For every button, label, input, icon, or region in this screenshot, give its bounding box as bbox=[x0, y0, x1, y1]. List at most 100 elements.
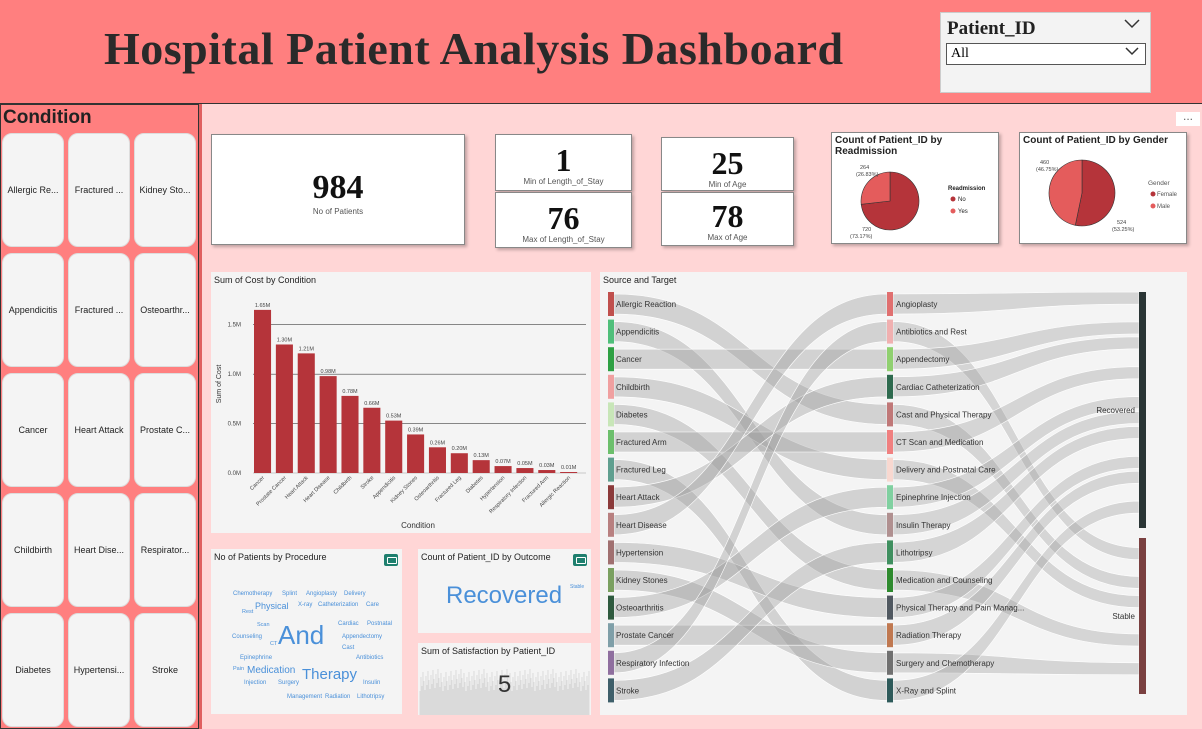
condition-button[interactable]: Allergic Re... bbox=[2, 133, 64, 247]
wordcloud-word[interactable]: Postnatal bbox=[367, 621, 393, 627]
pie-slice[interactable] bbox=[1048, 159, 1083, 226]
wordcloud-word[interactable]: Cardiac bbox=[338, 621, 359, 627]
sankey-source-node[interactable] bbox=[608, 623, 614, 648]
patient-id-slicer[interactable]: Patient_ID All bbox=[940, 12, 1151, 93]
condition-button[interactable]: Heart Dise... bbox=[68, 493, 130, 607]
pie-slice[interactable] bbox=[1074, 159, 1116, 227]
legend-item-no[interactable]: No bbox=[958, 197, 966, 203]
sankey-procedure-node[interactable] bbox=[887, 540, 893, 565]
bar[interactable] bbox=[297, 353, 315, 473]
condition-button[interactable]: Hypertensi... bbox=[68, 613, 130, 727]
wordcloud-word[interactable]: Physical bbox=[255, 601, 289, 611]
sankey-source-node[interactable] bbox=[608, 512, 614, 537]
wordcloud-word[interactable]: Catheterization bbox=[318, 602, 359, 608]
wordcloud-word[interactable]: Chemotherapy bbox=[233, 591, 273, 597]
wordcloud-word[interactable]: Surgery bbox=[278, 680, 300, 686]
wordcloud-word[interactable]: And bbox=[278, 620, 325, 650]
chevron-down-icon[interactable] bbox=[1124, 19, 1140, 29]
bar[interactable] bbox=[254, 309, 272, 473]
wordcloud-word[interactable]: CT bbox=[270, 641, 278, 647]
legend-item-male[interactable]: Male bbox=[1157, 204, 1171, 210]
bar[interactable] bbox=[319, 376, 337, 473]
sankey-outcome-node[interactable] bbox=[1139, 292, 1146, 528]
sankey-source-node[interactable] bbox=[608, 319, 614, 344]
sankey-procedure-node[interactable] bbox=[887, 402, 893, 427]
sankey-procedure-node[interactable] bbox=[887, 457, 893, 482]
sankey-procedure-node[interactable] bbox=[887, 595, 893, 620]
bar[interactable] bbox=[363, 407, 381, 473]
sankey-source-node[interactable] bbox=[608, 485, 614, 510]
wordcloud-word[interactable]: Lithotripsy bbox=[357, 694, 385, 700]
condition-button[interactable]: Fractured ... bbox=[68, 253, 130, 367]
bar[interactable] bbox=[494, 466, 512, 473]
outcome-word-recovered[interactable]: Recovered bbox=[446, 582, 563, 609]
wordcloud-word[interactable]: Radiation bbox=[325, 694, 351, 700]
wordcloud-word[interactable]: Insulin bbox=[363, 680, 381, 686]
sankey-source-node[interactable] bbox=[608, 457, 614, 482]
condition-button[interactable]: Fractured ... bbox=[68, 133, 130, 247]
wordcloud-word[interactable]: X-ray bbox=[298, 602, 313, 608]
wordcloud-word[interactable]: Epinephrine bbox=[240, 655, 273, 661]
sankey-procedure-node[interactable] bbox=[887, 650, 893, 675]
condition-button[interactable]: Osteoarthr... bbox=[134, 253, 196, 367]
more-options-icon[interactable]: ... bbox=[1176, 110, 1200, 126]
bar[interactable] bbox=[275, 344, 293, 473]
sankey-source-node[interactable] bbox=[608, 678, 614, 703]
visual-icon[interactable] bbox=[384, 554, 398, 566]
condition-button[interactable]: Heart Attack bbox=[68, 373, 130, 487]
sankey-procedure-node[interactable] bbox=[887, 347, 893, 372]
wordcloud-word[interactable]: Counseling bbox=[232, 634, 263, 640]
sankey-procedure-node[interactable] bbox=[887, 485, 893, 510]
sankey-procedure-node[interactable] bbox=[887, 512, 893, 537]
sankey-procedure-node[interactable] bbox=[887, 430, 893, 454]
wordcloud-word[interactable]: Antibiotics bbox=[356, 655, 384, 661]
wordcloud-word[interactable]: Management bbox=[287, 694, 323, 700]
wordcloud-word[interactable]: Splint bbox=[282, 591, 298, 597]
wordcloud-word[interactable]: Scan bbox=[257, 622, 270, 628]
wordcloud-word[interactable]: Medication bbox=[247, 665, 296, 676]
outcome-word-stable[interactable]: Stable bbox=[570, 584, 585, 590]
bar[interactable] bbox=[516, 468, 534, 473]
condition-button[interactable]: Kidney Sto... bbox=[134, 133, 196, 247]
sankey-source-node[interactable] bbox=[608, 540, 614, 565]
sankey-source-node[interactable] bbox=[608, 430, 614, 454]
readmission-pie[interactable]: 264 (26.83%) 720 (73.17%) Readmission No… bbox=[832, 133, 1000, 245]
sankey-link[interactable] bbox=[892, 470, 1140, 646]
sankey-source-node[interactable] bbox=[608, 292, 614, 316]
sankey-procedure-node[interactable] bbox=[887, 374, 893, 399]
wordcloud-word[interactable]: Delivery bbox=[344, 591, 366, 597]
wordcloud-word[interactable]: Care bbox=[366, 602, 380, 608]
slicer-dropdown[interactable]: All bbox=[946, 43, 1146, 65]
sankey-procedure-node[interactable] bbox=[887, 292, 893, 316]
condition-button[interactable]: Childbirth bbox=[2, 493, 64, 607]
sankey-procedure-node[interactable] bbox=[887, 568, 893, 592]
condition-button[interactable]: Stroke bbox=[134, 613, 196, 727]
bar[interactable] bbox=[560, 472, 578, 473]
bar[interactable] bbox=[407, 434, 425, 473]
bar[interactable] bbox=[538, 470, 556, 473]
wordcloud-word[interactable]: Pain bbox=[233, 666, 245, 672]
sankey-source-node[interactable] bbox=[608, 595, 614, 620]
legend-item-yes[interactable]: Yes bbox=[958, 209, 968, 215]
bar[interactable] bbox=[385, 420, 403, 473]
sankey-source-node[interactable] bbox=[608, 568, 614, 592]
condition-button[interactable]: Respirator... bbox=[134, 493, 196, 607]
bar[interactable] bbox=[428, 447, 446, 473]
gender-pie[interactable]: 460 (46.75%) 524 (53.25%) Gender Female … bbox=[1020, 133, 1188, 245]
visual-icon[interactable] bbox=[573, 554, 587, 566]
pie-slice[interactable] bbox=[860, 171, 891, 205]
condition-button[interactable]: Appendicitis bbox=[2, 253, 64, 367]
wordcloud-word[interactable]: Angioplasty bbox=[306, 591, 338, 597]
sankey-source-node[interactable] bbox=[608, 402, 614, 427]
wordcloud-word[interactable]: Therapy bbox=[302, 666, 358, 683]
wordcloud-word[interactable]: Cast bbox=[342, 645, 355, 651]
condition-button[interactable]: Prostate C... bbox=[134, 373, 196, 487]
sankey-outcome-node[interactable] bbox=[1139, 538, 1146, 694]
wordcloud[interactable]: Chemotherapy Splint Angioplasty Delivery Res… bbox=[211, 549, 402, 714]
bar[interactable] bbox=[450, 453, 468, 473]
wordcloud-word[interactable]: Rest bbox=[242, 609, 254, 615]
sankey-procedure-node[interactable] bbox=[887, 623, 893, 648]
condition-button[interactable]: Diabetes bbox=[2, 613, 64, 727]
sankey-source-node[interactable] bbox=[608, 347, 614, 372]
condition-button[interactable]: Cancer bbox=[2, 373, 64, 487]
